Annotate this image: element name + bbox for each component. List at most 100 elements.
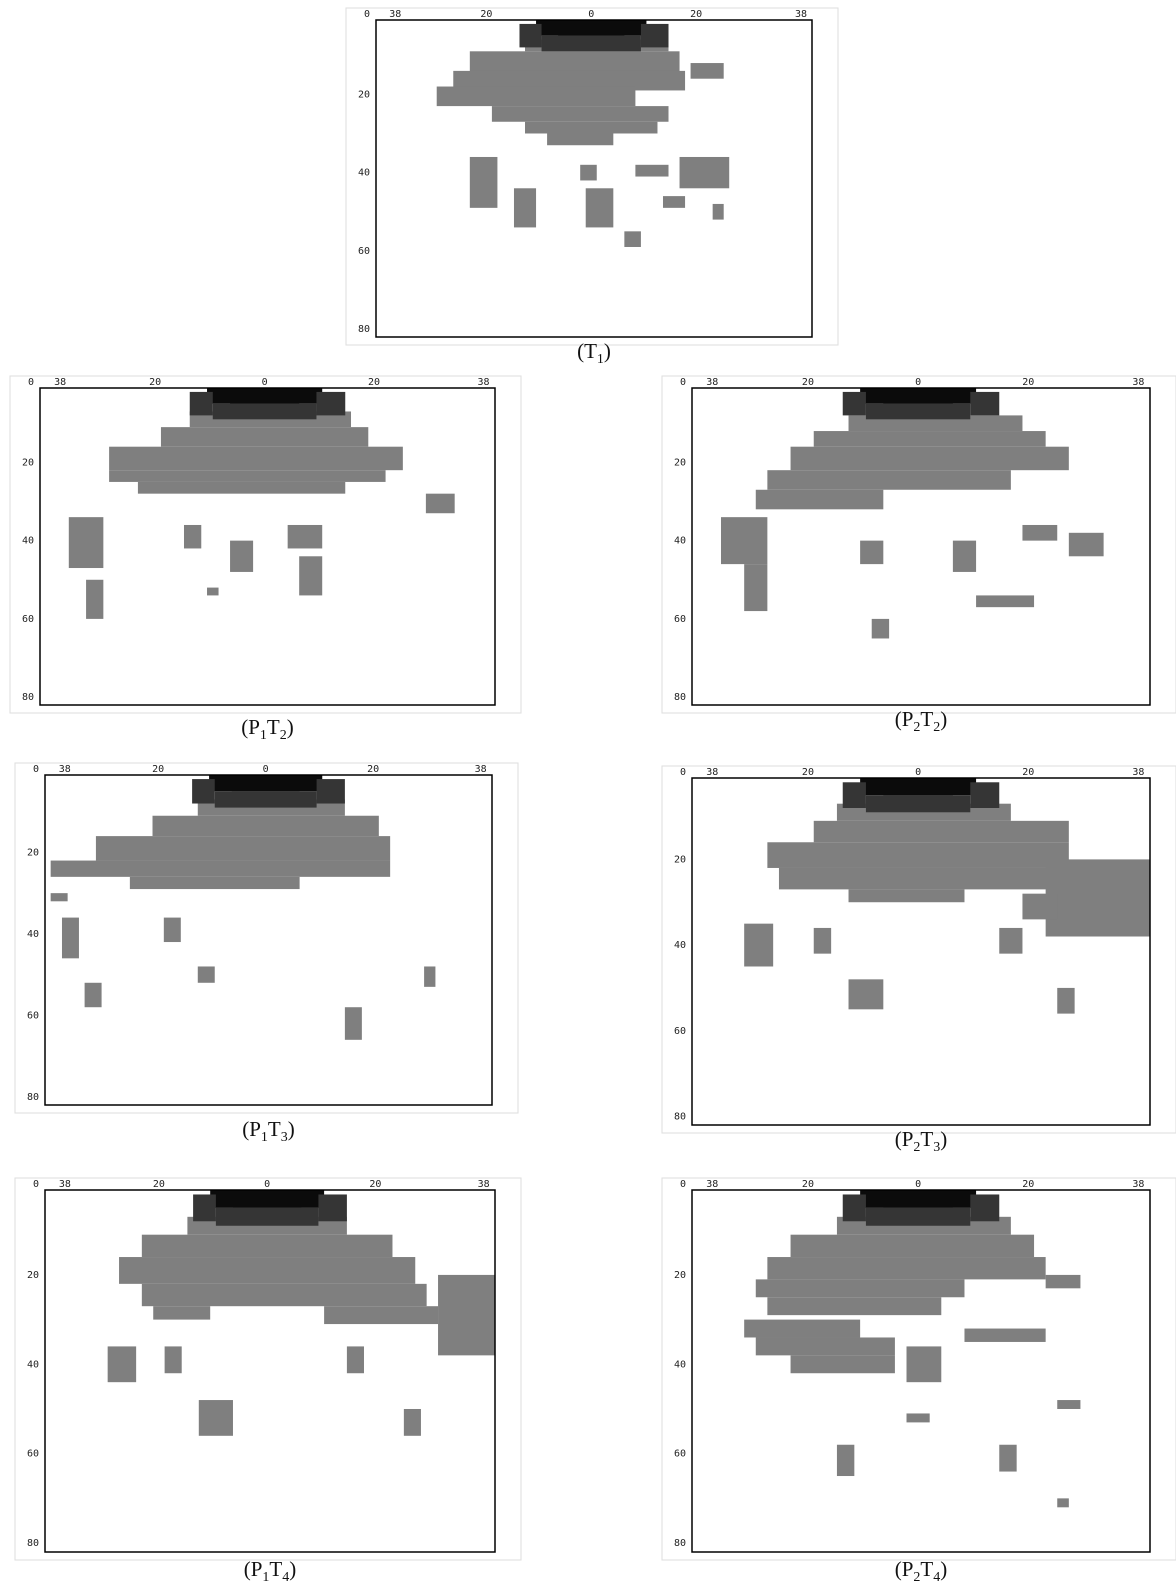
map-cell bbox=[198, 1400, 233, 1436]
map-cell bbox=[1045, 859, 1150, 937]
corner-label: 0 bbox=[680, 377, 686, 388]
caption-text: T bbox=[269, 1557, 282, 1581]
map-cell bbox=[635, 164, 669, 177]
map-box bbox=[691, 777, 1151, 1126]
map-cell bbox=[129, 876, 300, 890]
left-tick-label: 20 bbox=[674, 1270, 686, 1281]
top-tick-label: 38 bbox=[475, 764, 487, 775]
top-tick-label: 20 bbox=[802, 1179, 814, 1190]
map-cell bbox=[964, 1328, 1046, 1342]
map-cell bbox=[197, 966, 215, 983]
panel-caption: (T1) bbox=[577, 339, 611, 367]
map-cell bbox=[842, 1194, 866, 1222]
map-cell bbox=[970, 782, 1000, 808]
map-cell bbox=[160, 427, 369, 447]
left-tick-label: 80 bbox=[358, 324, 370, 335]
corner-label: 0 bbox=[364, 9, 370, 20]
map-cell bbox=[712, 203, 724, 220]
top-tick-label: 20 bbox=[1022, 1179, 1034, 1190]
left-tick-label: 40 bbox=[27, 929, 39, 940]
map-cell bbox=[212, 403, 317, 420]
caption-text: ) bbox=[288, 1117, 295, 1141]
left-tick-label: 80 bbox=[674, 692, 686, 703]
top-tick-label: 20 bbox=[802, 767, 814, 778]
panel-caption: (P2T3) bbox=[895, 1127, 948, 1155]
top-tick-label: 38 bbox=[389, 9, 401, 20]
caption-text: (T bbox=[577, 339, 597, 363]
map-cell bbox=[344, 1007, 362, 1040]
panel-frame bbox=[661, 1177, 1176, 1561]
map-cell bbox=[865, 1207, 971, 1226]
map-cell bbox=[141, 1283, 427, 1307]
left-tick-label: 60 bbox=[674, 614, 686, 625]
map-cell bbox=[209, 775, 323, 792]
map-cell bbox=[744, 564, 768, 612]
map-cell bbox=[207, 587, 219, 596]
map-cell bbox=[865, 403, 971, 420]
map-cell bbox=[767, 1257, 1046, 1280]
map-cell bbox=[755, 1279, 965, 1298]
top-tick-label: 38 bbox=[1132, 1179, 1144, 1190]
left-tick-label: 80 bbox=[674, 1538, 686, 1549]
top-tick-label: 20 bbox=[480, 9, 492, 20]
caption-subscript: 3 bbox=[281, 1130, 288, 1145]
map-cell bbox=[152, 815, 379, 837]
map-cell bbox=[744, 1319, 861, 1338]
left-tick-label: 20 bbox=[358, 89, 370, 100]
map-cell bbox=[1022, 893, 1058, 920]
map-cell bbox=[164, 1346, 182, 1374]
top-tick-label: 20 bbox=[367, 764, 379, 775]
map-cell bbox=[141, 1234, 393, 1258]
caption-subscript: 2 bbox=[913, 1140, 920, 1155]
top-tick-label: 38 bbox=[59, 1179, 71, 1190]
map-cell bbox=[541, 35, 641, 52]
map-cell bbox=[230, 540, 254, 572]
map-cell bbox=[842, 782, 866, 808]
top-tick-label: 38 bbox=[706, 767, 718, 778]
panel-caption: (P2T2) bbox=[895, 707, 948, 735]
map-cell bbox=[61, 917, 79, 959]
top-tick-label: 0 bbox=[264, 1179, 270, 1190]
top-tick-label: 20 bbox=[149, 377, 161, 388]
map-cell bbox=[438, 1274, 495, 1356]
map-cell bbox=[316, 391, 346, 416]
top-tick-label: 0 bbox=[588, 9, 594, 20]
top-tick-label: 0 bbox=[915, 377, 921, 388]
map-cell bbox=[848, 979, 884, 1010]
map-cell bbox=[192, 779, 215, 804]
corner-label: 0 bbox=[33, 1179, 39, 1190]
caption-text: (P bbox=[241, 715, 260, 739]
caption-text: (P bbox=[895, 707, 914, 731]
caption-text: (P bbox=[244, 1557, 263, 1581]
map-cell bbox=[50, 860, 391, 877]
caption-subscript: 2 bbox=[913, 720, 920, 735]
left-tick-label: 60 bbox=[674, 1026, 686, 1037]
top-tick-label: 20 bbox=[1022, 377, 1034, 388]
caption-text: T bbox=[267, 715, 280, 739]
map-cell bbox=[790, 1234, 1035, 1258]
caption-subscript: 2 bbox=[280, 728, 287, 743]
map-cell bbox=[906, 1413, 930, 1423]
panel-frame bbox=[345, 7, 839, 346]
left-tick-label: 40 bbox=[674, 536, 686, 547]
top-tick-label: 38 bbox=[478, 1179, 490, 1190]
left-tick-label: 80 bbox=[674, 1111, 686, 1122]
top-tick-label: 0 bbox=[915, 767, 921, 778]
top-tick-label: 38 bbox=[54, 377, 66, 388]
map-cell bbox=[210, 1190, 325, 1208]
map-box bbox=[691, 387, 1151, 706]
map-cell bbox=[346, 1346, 364, 1374]
map-cell bbox=[970, 391, 1000, 416]
left-tick-label: 80 bbox=[27, 1538, 39, 1549]
map-cell bbox=[778, 867, 1093, 890]
panel-caption: (P1T4) bbox=[244, 1557, 297, 1582]
map-panel: 0 38 20 0 20 38 20 40 60 80 (P2T3) bbox=[661, 765, 1176, 1155]
left-tick-label: 20 bbox=[674, 457, 686, 468]
map-cell bbox=[842, 391, 866, 416]
map-cell bbox=[436, 86, 636, 107]
left-tick-label: 20 bbox=[22, 457, 34, 468]
map-cell bbox=[813, 927, 832, 954]
map-cell bbox=[183, 524, 202, 549]
map-cell bbox=[153, 1306, 211, 1320]
map-cell bbox=[215, 1207, 319, 1226]
